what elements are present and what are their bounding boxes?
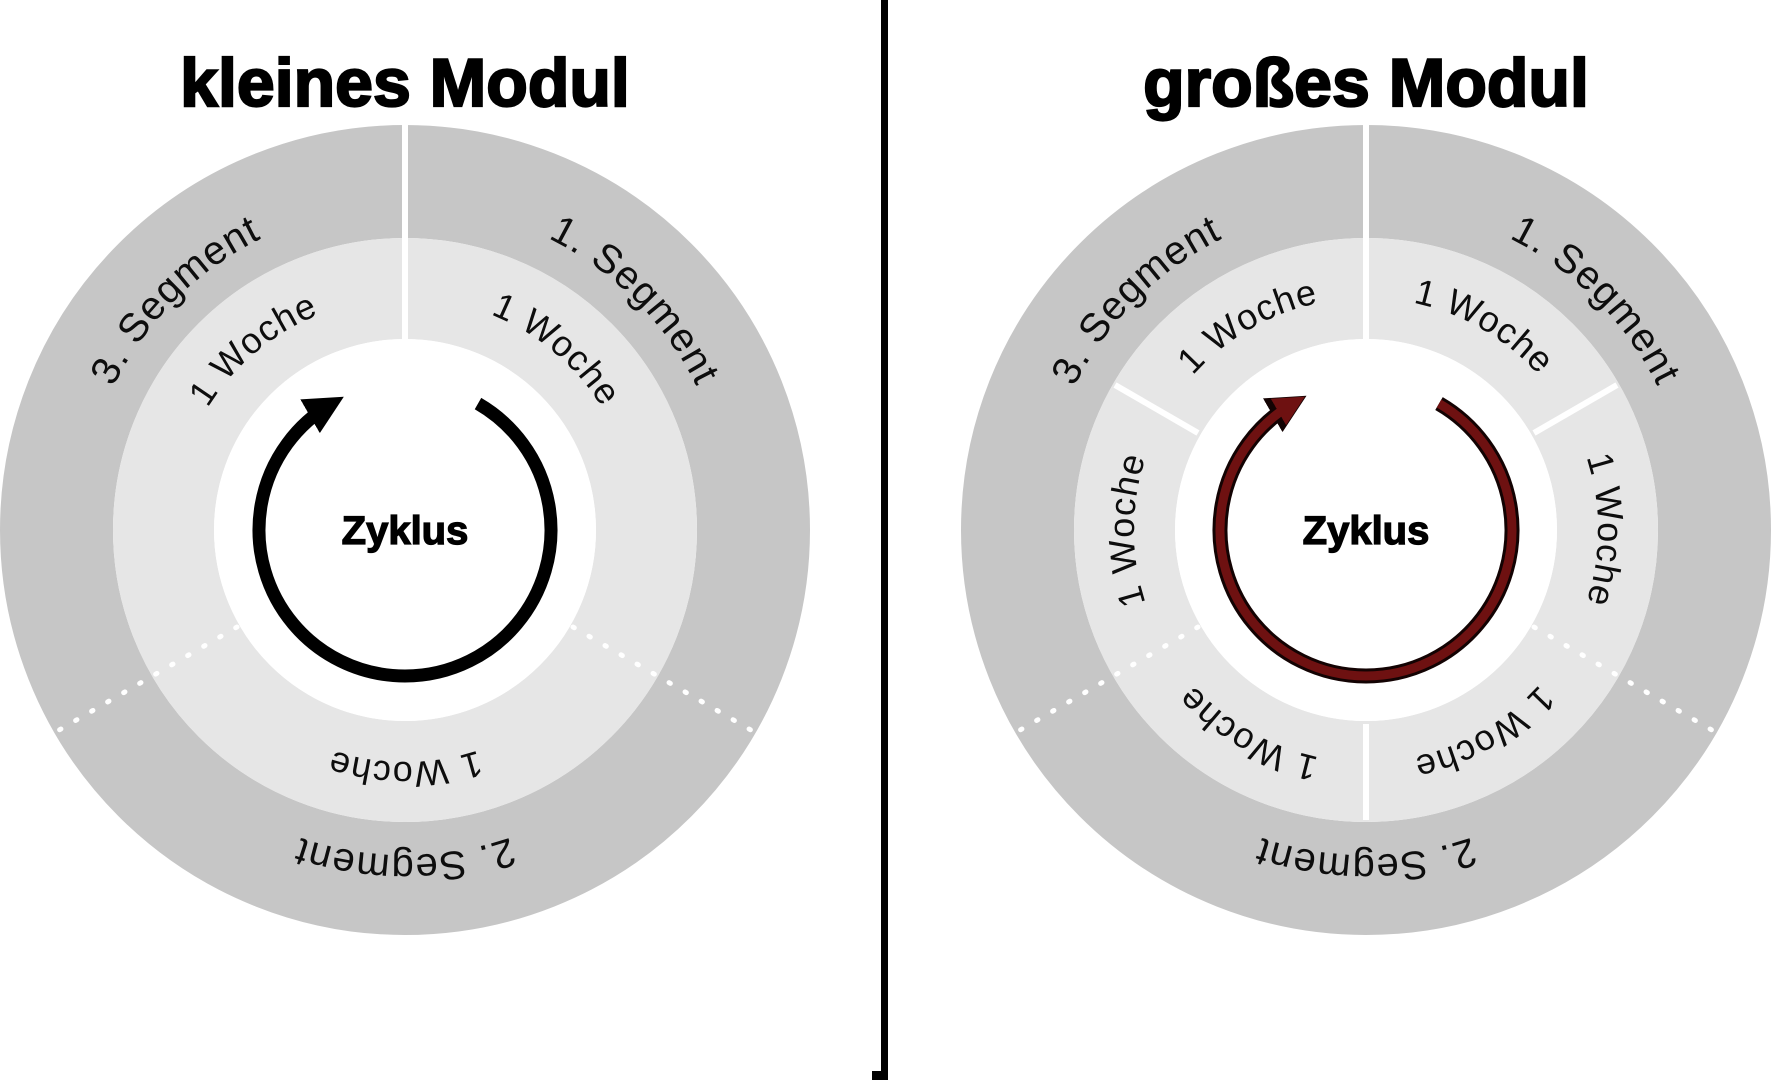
cycle-arrow [252,396,558,683]
right-module-diagram: großes Modul 1. Segment 2. Segment 3. Se… [961,44,1771,935]
center-label: Zyklus [1303,509,1430,553]
panel-divider-foot [872,1071,888,1080]
inner-week-divider [1532,382,1619,436]
panel-divider-line [881,0,888,1080]
segment-divider-dotted-right [1531,624,1720,736]
panel-divider [872,0,888,1080]
center-circle [214,339,596,721]
center-circle [1175,339,1557,721]
segment-divider-dotted-left [1012,624,1201,736]
inner-week-divider [1113,382,1200,436]
segment-divider-dotted-right [570,624,759,736]
diagram-title: großes Modul [1143,45,1589,121]
cycle-arrow [1215,396,1517,681]
center-label: Zyklus [342,509,469,553]
segment-divider-dotted-left [51,624,240,736]
diagram-title: kleines Modul [180,45,630,121]
left-module-diagram: kleines Modul 1. Segment 2. Segment 3. S… [0,44,810,935]
